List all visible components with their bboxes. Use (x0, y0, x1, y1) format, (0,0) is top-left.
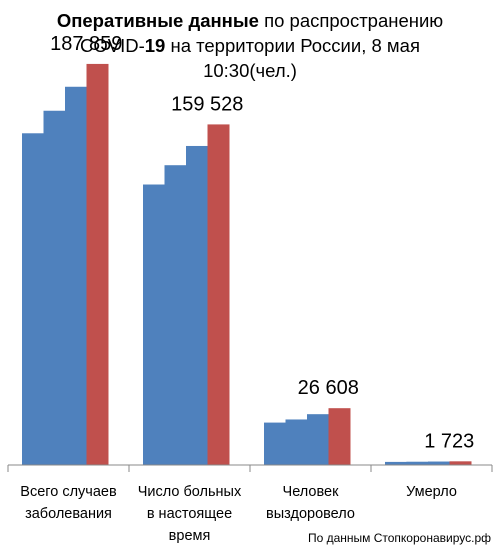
data-label: 187 859 (50, 33, 122, 55)
bar-previous (385, 461, 407, 465)
category-tick-label: Число больных (138, 484, 242, 500)
bar-previous (43, 110, 66, 466)
bar-previous (428, 461, 450, 465)
source-note: По данным Стопкоронавирус.рф (307, 531, 491, 545)
bar-previous (65, 86, 87, 465)
data-label: 159 528 (171, 93, 243, 115)
title-line-2-pre: COVID- (80, 35, 145, 56)
bar-latest (86, 63, 109, 466)
bar-latest (328, 408, 351, 465)
category-tick-label: заболевания (25, 506, 112, 522)
bar-previous (406, 461, 429, 465)
category-tick-label: Человек (283, 484, 340, 500)
title-line-1-bold: Оперативные данные (56, 10, 259, 31)
bar-previous (164, 165, 187, 465)
bar-latest (207, 124, 230, 466)
bar-previous (143, 184, 165, 465)
bar-previous (285, 419, 308, 465)
title-line-2: COVID-19 на территории России, 8 мая (0, 33, 500, 58)
category-tick-label: Умерло (406, 484, 457, 500)
title-line-3: 10:30(чел.) (203, 60, 297, 81)
bar-previous (307, 414, 329, 465)
data-label: 1 723 (424, 430, 474, 452)
bar-previous (22, 133, 44, 466)
bar-previous (264, 422, 286, 465)
category-tick-label: выздоровело (266, 506, 355, 522)
title-line-1-rest: по распространению (258, 10, 444, 31)
data-label: 26 608 (298, 377, 359, 399)
title-line-1: Оперативные данные по распространению (0, 8, 500, 33)
bar-latest (449, 461, 472, 465)
bar-previous (186, 145, 208, 465)
title-line-2-bold: 19 (144, 35, 166, 56)
title-line-2-rest: на территории России, 8 мая (165, 35, 420, 56)
category-tick-label: время (169, 528, 211, 544)
category-tick-label: в настоящее (147, 506, 232, 522)
category-tick-label: Всего случаев (20, 484, 117, 500)
chart-title: Оперативные данные по распространению CO… (0, 8, 500, 83)
